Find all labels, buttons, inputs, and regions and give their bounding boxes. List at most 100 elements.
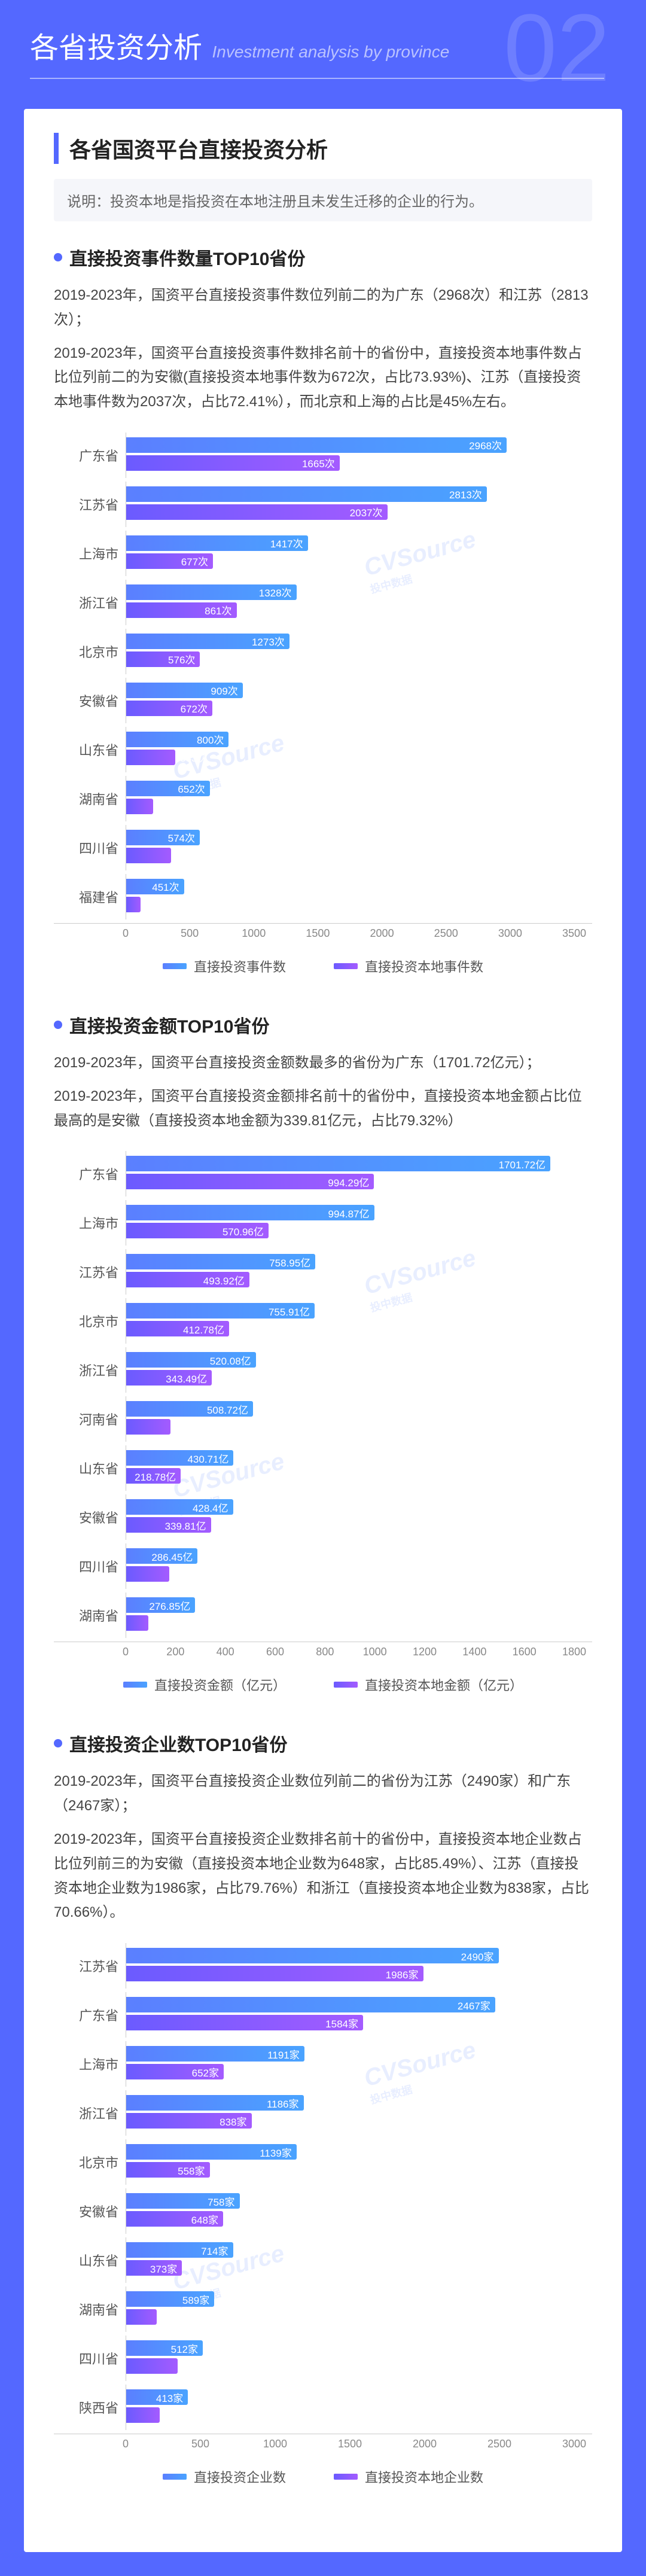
bar-secondary: 178.12亿 bbox=[126, 1419, 170, 1435]
x-axis-tick: 1000 bbox=[363, 1646, 387, 1658]
bar-secondary: 861次 bbox=[126, 602, 237, 618]
x-axis-tick: 2000 bbox=[413, 2438, 437, 2450]
bar-secondary: 383次 bbox=[126, 750, 175, 765]
bar-value: 173.67亿 bbox=[174, 1567, 215, 1582]
chart-row: 安徽省909次672次 bbox=[54, 678, 592, 723]
bar-value: 574次 bbox=[168, 830, 195, 845]
bar-value: 373家 bbox=[150, 2261, 177, 2276]
chart-legend: 直接投资事件数直接投资本地事件数 bbox=[54, 957, 592, 976]
bar-value: 909次 bbox=[211, 683, 237, 698]
bar-secondary: 994.29亿 bbox=[126, 1174, 374, 1189]
bar-value: 648家 bbox=[191, 2212, 218, 2227]
bar-pair: 755.91亿412.78亿 bbox=[126, 1298, 592, 1344]
legend-item: 直接投资企业数 bbox=[163, 2467, 286, 2486]
bar-secondary: 576次 bbox=[126, 651, 200, 667]
bar-secondary: 648家 bbox=[126, 2211, 223, 2227]
bar-secondary: 1986家 bbox=[126, 1966, 423, 1981]
y-axis-label: 上海市 bbox=[54, 1213, 126, 1232]
bar-pair: 512家 344家 bbox=[126, 2336, 592, 2381]
y-axis-label: 山东省 bbox=[54, 1458, 126, 1478]
y-axis-label: 四川省 bbox=[54, 2349, 126, 2368]
chart-row: 北京市755.91亿412.78亿 bbox=[54, 1298, 592, 1344]
bar-pair: 994.87亿570.96亿 bbox=[126, 1200, 592, 1246]
bar-value: 1417次 bbox=[270, 535, 303, 550]
bar-value: 2490家 bbox=[461, 1948, 494, 1963]
bar-pair: 2968次1665次 bbox=[126, 433, 592, 478]
chart-row: 山东省430.71亿218.78亿 bbox=[54, 1445, 592, 1491]
bar-value: 755.91亿 bbox=[269, 1304, 310, 1319]
bar-value: 276.85亿 bbox=[149, 1598, 190, 1613]
bar-secondary: 1584家 bbox=[126, 2015, 363, 2030]
bar-primary: 428.4亿 bbox=[126, 1499, 233, 1515]
bar-value: 512家 bbox=[171, 2341, 198, 2356]
y-axis-label: 湖南省 bbox=[54, 2300, 126, 2319]
bar-pair: 574次 348次 bbox=[126, 825, 592, 870]
bar-value: 758家 bbox=[208, 2194, 234, 2209]
bar-pair: 2490家 1986家 bbox=[126, 1943, 592, 1989]
bar-pair: 652次212次 bbox=[126, 776, 592, 821]
bar-pair: 428.4亿 339.81亿 bbox=[126, 1494, 592, 1540]
legend-swatch bbox=[163, 2474, 187, 2480]
bar-pair: 1701.72亿994.29亿 bbox=[126, 1151, 592, 1196]
bar-chart: CVSource投中数据CVSource投中数据江苏省2490家1986家广东省… bbox=[54, 1943, 592, 2486]
x-axis-tick: 800 bbox=[316, 1646, 334, 1658]
chart-grid: 江苏省2490家1986家广东省2467家1584家上海市1191家652家浙江… bbox=[54, 1943, 592, 2434]
y-axis-label: 山东省 bbox=[54, 740, 126, 759]
section-paragraph: 2019-2023年，国资平台直接投资企业数位列前二的省份为江苏（2490家）和… bbox=[54, 1770, 592, 1819]
bar-primary: 755.91亿 bbox=[126, 1303, 315, 1319]
bar-secondary: 173.67亿 bbox=[126, 1566, 169, 1582]
chart-row: 四川省 512家 344家 bbox=[54, 2336, 592, 2381]
y-axis-label: 安徽省 bbox=[54, 691, 126, 710]
bar-value: 652家 bbox=[192, 2065, 219, 2079]
y-axis-label: 北京市 bbox=[54, 2152, 126, 2172]
bar-primary: 286.45亿 bbox=[126, 1548, 197, 1564]
legend-swatch bbox=[334, 2474, 358, 2480]
bar-primary: 758.95亿 bbox=[126, 1254, 315, 1269]
bar-value: 861次 bbox=[205, 602, 231, 617]
bar-secondary: 212次 bbox=[126, 799, 153, 814]
chart-row: 陕西省413家222家 bbox=[54, 2385, 592, 2430]
bar-value: 2467家 bbox=[458, 1998, 490, 2012]
bar-value: 558家 bbox=[178, 2163, 205, 2178]
chart-row: 湖南省652次212次 bbox=[54, 776, 592, 821]
bar-primary: 1191家 bbox=[126, 2046, 304, 2062]
legend-item: 直接投资本地金额（亿元） bbox=[334, 1675, 523, 1694]
y-axis-label: 山东省 bbox=[54, 2251, 126, 2270]
legend-swatch bbox=[334, 963, 358, 969]
bar-value: 1328次 bbox=[259, 584, 292, 599]
bar-value: 800次 bbox=[197, 732, 224, 747]
bar-value: 383次 bbox=[180, 750, 207, 765]
chart-section: 直接投资金额TOP10省份2019-2023年，国资平台直接投资金额数最多的省份… bbox=[54, 1012, 592, 1694]
chart-row: 浙江省1328次861次 bbox=[54, 580, 592, 625]
bar-primary: 589家 bbox=[126, 2291, 214, 2307]
y-axis-label: 安徽省 bbox=[54, 2202, 126, 2221]
x-axis: 0500100015002000250030003500 bbox=[126, 924, 574, 942]
y-axis-label: 河南省 bbox=[54, 1409, 126, 1429]
bar-value: 413家 bbox=[156, 2390, 183, 2405]
section-paragraph: 2019-2023年，国资平台直接投资事件数位列前二的为广东（2968次）和江苏… bbox=[54, 284, 592, 333]
chart-row: 湖南省276.85亿89.4亿 bbox=[54, 1593, 592, 1638]
x-axis-tick: 400 bbox=[217, 1646, 234, 1658]
legend-label: 直接投资企业数 bbox=[194, 2467, 286, 2486]
legend-swatch bbox=[334, 1682, 358, 1688]
bar-value: 344家 bbox=[182, 2359, 209, 2374]
bar-primary: 909次 bbox=[126, 683, 243, 698]
y-axis-label: 广东省 bbox=[54, 2005, 126, 2024]
bar-primary: 2968次 bbox=[126, 437, 507, 453]
legend-swatch bbox=[163, 963, 187, 969]
chart-row: 安徽省428.4亿339.81亿 bbox=[54, 1494, 592, 1540]
y-axis-label: 浙江省 bbox=[54, 1360, 126, 1380]
bar-value: 343.49亿 bbox=[166, 1371, 207, 1386]
x-axis: 050010001500200025003000 bbox=[126, 2434, 574, 2452]
bar-value: 218.78亿 bbox=[135, 1469, 176, 1484]
bar-value: 348次 bbox=[176, 848, 203, 863]
bar-secondary: 339.81亿 bbox=[126, 1517, 211, 1533]
bar-value: 994.87亿 bbox=[328, 1205, 370, 1220]
page-subtitle: Investment analysis by province bbox=[212, 42, 449, 61]
bar-primary: 451次 bbox=[126, 879, 184, 894]
bar-value: 838家 bbox=[220, 2114, 246, 2129]
bar-value: 493.92亿 bbox=[203, 1272, 245, 1287]
bar-value: 714家 bbox=[201, 2243, 228, 2258]
x-axis-tick: 0 bbox=[123, 927, 129, 940]
bar-value: 222家 bbox=[164, 2408, 191, 2423]
